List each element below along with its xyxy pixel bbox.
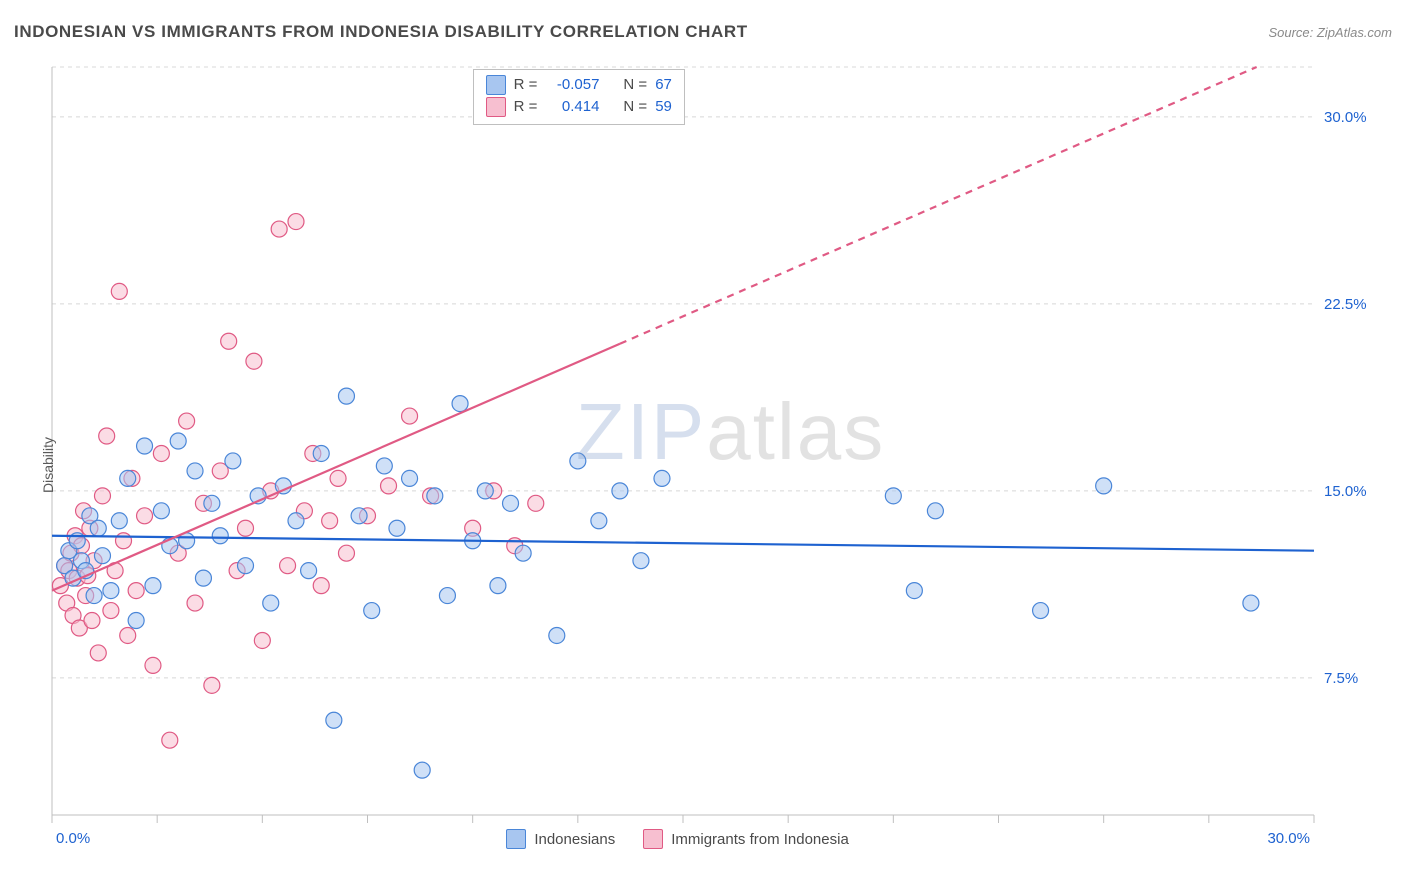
legend-item-indonesians: Indonesians (506, 829, 615, 849)
n-value: 59 (655, 96, 672, 118)
legend-label: Indonesians (534, 831, 615, 848)
swatch-icon (486, 75, 506, 95)
correlation-stats-box: R = -0.057 N = 67 R = 0.414 N = 59 (473, 69, 685, 125)
svg-text:30.0%: 30.0% (1267, 830, 1310, 847)
plot-area: Disability 7.5%15.0%22.5%30.0%0.0%30.0% … (14, 55, 1392, 875)
source-prefix: Source: (1268, 25, 1316, 40)
source-attribution: Source: ZipAtlas.com (1268, 25, 1392, 40)
swatch-icon (486, 97, 506, 117)
swatch-icon (643, 829, 663, 849)
r-value: -0.057 (545, 74, 599, 96)
svg-text:0.0%: 0.0% (56, 830, 90, 847)
chart-header: INDONESIAN VS IMMIGRANTS FROM INDONESIA … (14, 22, 1392, 42)
r-value: 0.414 (545, 96, 599, 118)
stats-row-immigrants: R = 0.414 N = 59 (486, 96, 672, 118)
svg-text:22.5%: 22.5% (1324, 296, 1367, 313)
scatter-chart: 7.5% 15.0% 22.5% 30.0% 0.0% 30.0% (14, 55, 1392, 875)
legend-item-immigrants: Immigrants from Indonesia (643, 829, 849, 849)
legend-label: Immigrants from Indonesia (671, 831, 849, 848)
chart-title: INDONESIAN VS IMMIGRANTS FROM INDONESIA … (14, 22, 748, 42)
swatch-icon (506, 829, 526, 849)
r-label: R = (514, 96, 538, 118)
n-label: N = (623, 96, 647, 118)
n-label: N = (623, 74, 647, 96)
svg-text:15.0%: 15.0% (1324, 483, 1367, 500)
stats-row-indonesians: R = -0.057 N = 67 (486, 74, 672, 96)
svg-text:30.0%: 30.0% (1324, 109, 1367, 126)
n-value: 67 (655, 74, 672, 96)
source-name: ZipAtlas.com (1317, 25, 1392, 40)
y-axis-label: Disability (40, 437, 56, 493)
series-legend: Indonesians Immigrants from Indonesia (506, 829, 848, 849)
svg-text:7.5%: 7.5% (1324, 670, 1358, 687)
r-label: R = (514, 74, 538, 96)
